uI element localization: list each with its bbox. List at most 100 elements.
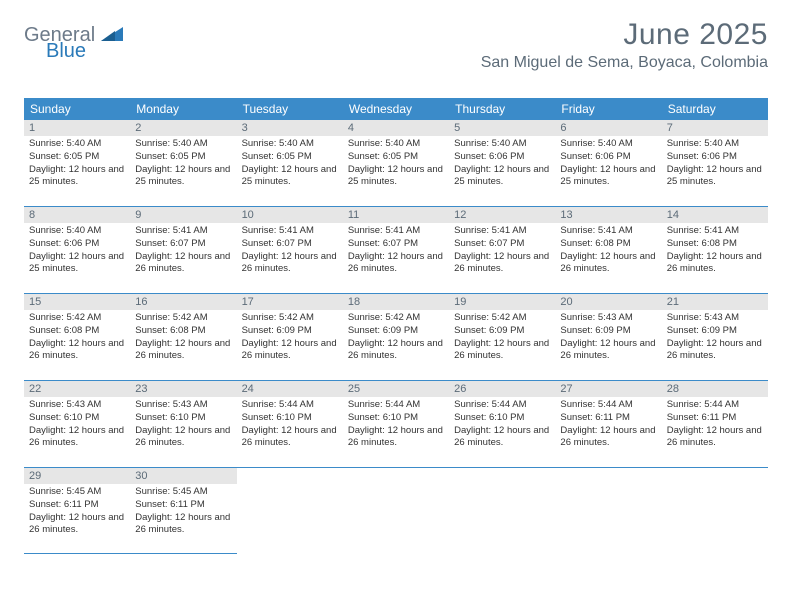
daylight-text: Daylight: 12 hours and 26 minutes.	[135, 338, 231, 364]
sunrise-text: Sunrise: 5:41 AM	[560, 225, 656, 238]
week-row: 29Sunrise: 5:45 AMSunset: 6:11 PMDayligh…	[24, 468, 768, 554]
brand-text-2: Blue	[46, 40, 86, 62]
weekday-header-row: Sunday Monday Tuesday Wednesday Thursday…	[24, 98, 768, 120]
daylight-text: Daylight: 12 hours and 26 minutes.	[348, 338, 444, 364]
brand-line2-wrap: Blue	[24, 40, 86, 63]
sunrise-text: Sunrise: 5:40 AM	[29, 138, 125, 151]
brand-triangle-icon	[101, 25, 123, 46]
day-cell	[343, 468, 449, 554]
sunrise-text: Sunrise: 5:41 AM	[454, 225, 550, 238]
sunrise-text: Sunrise: 5:40 AM	[454, 138, 550, 151]
day-cell: 20Sunrise: 5:43 AMSunset: 6:09 PMDayligh…	[555, 294, 661, 380]
sunrise-text: Sunrise: 5:41 AM	[667, 225, 763, 238]
day-cell: 5Sunrise: 5:40 AMSunset: 6:06 PMDaylight…	[449, 120, 555, 206]
weekday-tuesday: Tuesday	[237, 98, 343, 120]
day-number: 28	[662, 381, 768, 397]
day-number: 8	[24, 207, 130, 223]
day-details: Sunrise: 5:42 AMSunset: 6:08 PMDaylight:…	[24, 310, 130, 367]
daylight-text: Daylight: 12 hours and 25 minutes.	[242, 164, 338, 190]
day-number: 30	[130, 468, 236, 484]
day-number: 20	[555, 294, 661, 310]
day-cell: 6Sunrise: 5:40 AMSunset: 6:06 PMDaylight…	[555, 120, 661, 206]
day-number: 12	[449, 207, 555, 223]
day-number: 6	[555, 120, 661, 136]
sunrise-text: Sunrise: 5:41 AM	[135, 225, 231, 238]
title-block: June 2025 San Miguel de Sema, Boyaca, Co…	[481, 18, 768, 72]
sunrise-text: Sunrise: 5:43 AM	[29, 399, 125, 412]
day-details: Sunrise: 5:42 AMSunset: 6:09 PMDaylight:…	[449, 310, 555, 367]
daylight-text: Daylight: 12 hours and 25 minutes.	[29, 251, 125, 277]
daylight-text: Daylight: 12 hours and 26 minutes.	[560, 425, 656, 451]
sunrise-text: Sunrise: 5:45 AM	[29, 486, 125, 499]
sunrise-text: Sunrise: 5:44 AM	[454, 399, 550, 412]
day-cell: 17Sunrise: 5:42 AMSunset: 6:09 PMDayligh…	[237, 294, 343, 380]
day-cell	[555, 468, 661, 554]
day-number: 10	[237, 207, 343, 223]
sunrise-text: Sunrise: 5:40 AM	[560, 138, 656, 151]
sunset-text: Sunset: 6:11 PM	[667, 412, 763, 425]
weeks-container: 1Sunrise: 5:40 AMSunset: 6:05 PMDaylight…	[24, 120, 768, 554]
daylight-text: Daylight: 12 hours and 26 minutes.	[135, 425, 231, 451]
day-details: Sunrise: 5:45 AMSunset: 6:11 PMDaylight:…	[130, 484, 236, 541]
calendar-page: General June 2025 San Miguel de Sema, Bo…	[0, 0, 792, 554]
day-number: 17	[237, 294, 343, 310]
day-cell	[449, 468, 555, 554]
daylight-text: Daylight: 12 hours and 26 minutes.	[135, 251, 231, 277]
day-number: 16	[130, 294, 236, 310]
day-details: Sunrise: 5:41 AMSunset: 6:07 PMDaylight:…	[237, 223, 343, 280]
day-number: 2	[130, 120, 236, 136]
day-details: Sunrise: 5:40 AMSunset: 6:05 PMDaylight:…	[24, 136, 130, 193]
day-details: Sunrise: 5:44 AMSunset: 6:11 PMDaylight:…	[662, 397, 768, 454]
day-number: 4	[343, 120, 449, 136]
daylight-text: Daylight: 12 hours and 26 minutes.	[242, 338, 338, 364]
day-details: Sunrise: 5:42 AMSunset: 6:08 PMDaylight:…	[130, 310, 236, 367]
day-cell: 22Sunrise: 5:43 AMSunset: 6:10 PMDayligh…	[24, 381, 130, 467]
sunrise-text: Sunrise: 5:44 AM	[560, 399, 656, 412]
day-cell: 3Sunrise: 5:40 AMSunset: 6:05 PMDaylight…	[237, 120, 343, 206]
day-details: Sunrise: 5:43 AMSunset: 6:09 PMDaylight:…	[555, 310, 661, 367]
day-cell: 4Sunrise: 5:40 AMSunset: 6:05 PMDaylight…	[343, 120, 449, 206]
day-details: Sunrise: 5:40 AMSunset: 6:06 PMDaylight:…	[662, 136, 768, 193]
sunset-text: Sunset: 6:08 PM	[135, 325, 231, 338]
sunset-text: Sunset: 6:11 PM	[135, 499, 231, 512]
day-details: Sunrise: 5:44 AMSunset: 6:11 PMDaylight:…	[555, 397, 661, 454]
day-cell: 1Sunrise: 5:40 AMSunset: 6:05 PMDaylight…	[24, 120, 130, 206]
sunset-text: Sunset: 6:10 PM	[242, 412, 338, 425]
day-cell: 9Sunrise: 5:41 AMSunset: 6:07 PMDaylight…	[130, 207, 236, 293]
day-cell	[237, 468, 343, 554]
weekday-sunday: Sunday	[24, 98, 130, 120]
day-cell: 23Sunrise: 5:43 AMSunset: 6:10 PMDayligh…	[130, 381, 236, 467]
sunset-text: Sunset: 6:07 PM	[135, 238, 231, 251]
week-row: 15Sunrise: 5:42 AMSunset: 6:08 PMDayligh…	[24, 294, 768, 381]
daylight-text: Daylight: 12 hours and 26 minutes.	[29, 338, 125, 364]
day-details: Sunrise: 5:41 AMSunset: 6:07 PMDaylight:…	[130, 223, 236, 280]
day-details: Sunrise: 5:44 AMSunset: 6:10 PMDaylight:…	[343, 397, 449, 454]
daylight-text: Daylight: 12 hours and 25 minutes.	[135, 164, 231, 190]
day-details: Sunrise: 5:41 AMSunset: 6:07 PMDaylight:…	[449, 223, 555, 280]
day-number: 1	[24, 120, 130, 136]
day-details: Sunrise: 5:40 AMSunset: 6:06 PMDaylight:…	[449, 136, 555, 193]
sunrise-text: Sunrise: 5:43 AM	[560, 312, 656, 325]
day-cell: 28Sunrise: 5:44 AMSunset: 6:11 PMDayligh…	[662, 381, 768, 467]
sunrise-text: Sunrise: 5:43 AM	[667, 312, 763, 325]
sunrise-text: Sunrise: 5:42 AM	[454, 312, 550, 325]
sunset-text: Sunset: 6:08 PM	[667, 238, 763, 251]
sunset-text: Sunset: 6:10 PM	[348, 412, 444, 425]
sunrise-text: Sunrise: 5:41 AM	[242, 225, 338, 238]
day-number: 27	[555, 381, 661, 397]
day-number: 18	[343, 294, 449, 310]
day-number: 11	[343, 207, 449, 223]
day-cell: 30Sunrise: 5:45 AMSunset: 6:11 PMDayligh…	[130, 468, 236, 554]
sunrise-text: Sunrise: 5:40 AM	[242, 138, 338, 151]
sunset-text: Sunset: 6:09 PM	[454, 325, 550, 338]
day-details: Sunrise: 5:42 AMSunset: 6:09 PMDaylight:…	[343, 310, 449, 367]
sunrise-text: Sunrise: 5:40 AM	[667, 138, 763, 151]
daylight-text: Daylight: 12 hours and 26 minutes.	[454, 338, 550, 364]
day-cell: 12Sunrise: 5:41 AMSunset: 6:07 PMDayligh…	[449, 207, 555, 293]
sunset-text: Sunset: 6:09 PM	[667, 325, 763, 338]
weekday-saturday: Saturday	[662, 98, 768, 120]
weekday-friday: Friday	[555, 98, 661, 120]
day-cell: 11Sunrise: 5:41 AMSunset: 6:07 PMDayligh…	[343, 207, 449, 293]
day-cell	[662, 468, 768, 554]
sunrise-text: Sunrise: 5:41 AM	[348, 225, 444, 238]
